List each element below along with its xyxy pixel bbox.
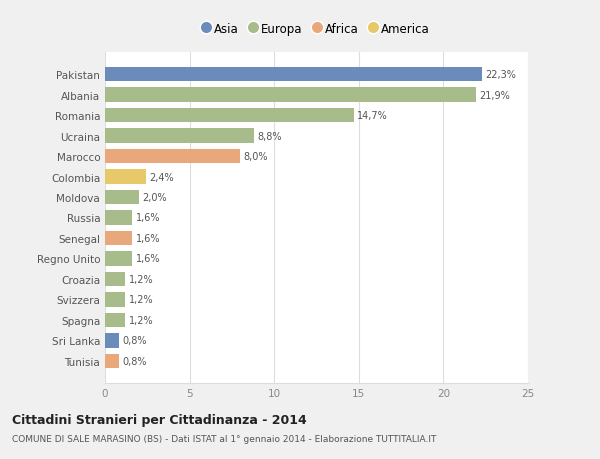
Bar [105,293,125,307]
Text: 8,8%: 8,8% [257,131,282,141]
Bar [105,109,354,123]
Bar [105,334,119,348]
Bar [105,129,254,143]
Text: 1,2%: 1,2% [128,315,154,325]
Text: 0,8%: 0,8% [122,356,146,366]
Text: 1,6%: 1,6% [136,213,160,223]
Text: 1,6%: 1,6% [136,254,160,264]
Bar [105,231,132,246]
Text: 1,2%: 1,2% [128,274,154,284]
Text: 2,0%: 2,0% [142,193,167,202]
Bar [105,88,476,102]
Text: 1,6%: 1,6% [136,234,160,243]
Legend: Asia, Europa, Africa, America: Asia, Europa, Africa, America [200,19,433,39]
Text: Cittadini Stranieri per Cittadinanza - 2014: Cittadini Stranieri per Cittadinanza - 2… [12,413,307,426]
Bar [105,170,146,185]
Bar [105,190,139,205]
Text: 22,3%: 22,3% [486,70,517,80]
Text: 21,9%: 21,9% [479,90,509,101]
Text: 14,7%: 14,7% [357,111,388,121]
Bar [105,252,132,266]
Bar [105,150,241,164]
Bar [105,313,125,327]
Bar [105,354,119,368]
Text: 0,8%: 0,8% [122,336,146,346]
Text: 2,4%: 2,4% [149,172,173,182]
Text: COMUNE DI SALE MARASINO (BS) - Dati ISTAT al 1° gennaio 2014 - Elaborazione TUTT: COMUNE DI SALE MARASINO (BS) - Dati ISTA… [12,434,436,443]
Text: 8,0%: 8,0% [244,152,268,162]
Bar [105,272,125,286]
Bar [105,68,482,82]
Bar [105,211,132,225]
Text: 1,2%: 1,2% [128,295,154,305]
